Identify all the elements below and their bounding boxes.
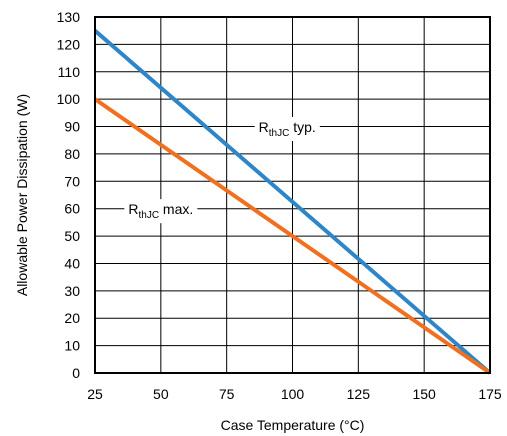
x-tick-label: 125 — [347, 386, 371, 402]
annotation-background — [254, 117, 320, 142]
x-axis-label: Case Temperature (°C) — [221, 417, 365, 433]
y-tick-label: 70 — [64, 173, 80, 189]
y-tick-label: 60 — [64, 201, 80, 217]
x-tick-label: 100 — [281, 386, 305, 402]
annotations: RthJC typ. RthJC max. — [124, 117, 320, 224]
y-tick-label: 130 — [57, 9, 81, 25]
x-tick-label: 75 — [219, 386, 235, 402]
x-tick-label: 150 — [412, 386, 436, 402]
y-tick-label: 90 — [64, 119, 80, 135]
y-tick-label: 110 — [58, 64, 81, 80]
annotation-label: RthJC max. — [128, 201, 193, 221]
series-lines — [93, 29, 492, 375]
plot-frame — [94, 16, 491, 374]
y-tick-label: 30 — [64, 283, 80, 299]
x-tick-label: 175 — [478, 386, 502, 402]
annotation-label: RthJC typ. — [259, 119, 316, 139]
annotation-max: RthJC max. — [124, 199, 198, 224]
x-tick-label: 50 — [153, 386, 169, 402]
series-line-max — [93, 97, 492, 375]
x-tick-label: 25 — [87, 386, 103, 402]
y-tick-label: 50 — [64, 228, 80, 244]
y-tick-label: 40 — [64, 255, 80, 271]
series-line-typ — [93, 29, 492, 375]
y-tick-label: 20 — [64, 310, 80, 326]
annotation-typ: RthJC typ. — [254, 117, 320, 142]
y-tick-label: 80 — [64, 146, 80, 162]
annotation-background — [124, 199, 198, 224]
y-tick-label: 0 — [72, 365, 80, 381]
x-tick-labels: 25 50 75 100 125 150 175 — [87, 386, 502, 402]
y-tick-label: 120 — [57, 36, 81, 52]
y-tick-label: 10 — [64, 338, 80, 354]
y-axis-label: Allowable Power Dissipation (W) — [14, 94, 30, 296]
y-tick-labels: 0 10 20 30 40 50 60 70 80 90 100 110 120 130 — [57, 9, 81, 381]
y-tick-label: 100 — [57, 91, 81, 107]
